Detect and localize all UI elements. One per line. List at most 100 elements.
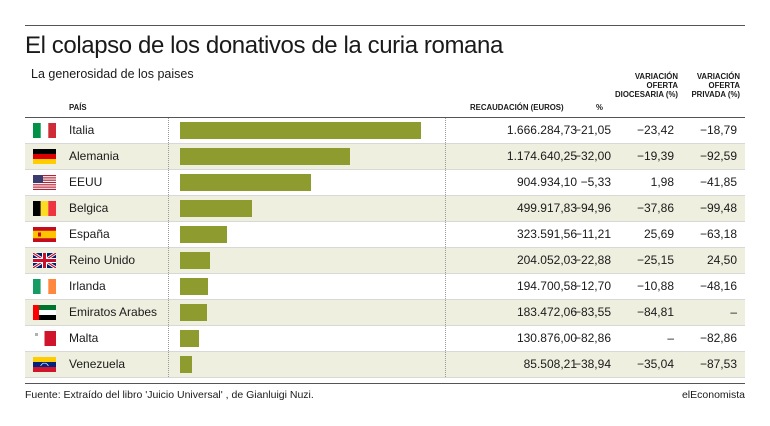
diocesan-variation-value: 25,69 <box>643 227 674 241</box>
revenue-value: 130.876,00 <box>516 331 577 345</box>
diocesan-variation-value: 1,98 <box>650 175 674 189</box>
country-name: Irlanda <box>69 279 106 293</box>
brand-logo-text: elEconomista <box>681 389 745 401</box>
column-divider <box>168 352 169 377</box>
venezuela-flag-icon <box>33 357 56 372</box>
header-private-variation: VARIACIÓN OFERTA PRIVADA (%) <box>691 72 740 99</box>
country-name: España <box>69 227 110 241</box>
revenue-value: 323.591,56 <box>516 227 577 241</box>
bar-alemania <box>180 148 350 165</box>
diocesan-variation-value: −19,39 <box>636 149 674 163</box>
country-name: Malta <box>69 331 99 345</box>
column-divider <box>445 118 446 143</box>
private-variation-value: – <box>730 305 737 319</box>
table-row: Italia 1.666.284,73 −21,05 −23,42 −18,79 <box>25 118 745 144</box>
bar-españa <box>180 226 227 243</box>
chart-subtitle: La generosidad de los paises <box>31 67 194 81</box>
uae-flag-icon <box>33 305 56 320</box>
header-diocesan-variation: VARIACIÓN OFERTA DIOCESARIA (%) <box>615 72 678 99</box>
revenue-value: 904.934,10 <box>516 175 577 189</box>
pct-change-value: −12,70 <box>573 279 611 293</box>
table-row: Malta 130.876,00 −82,86– −82,86 <box>25 326 745 352</box>
column-divider <box>168 274 169 299</box>
revenue-value: 85.508,21 <box>523 357 577 371</box>
table-row: Alemania 1.174.640,25 −32,00 −19,39 −92,59 <box>25 144 745 170</box>
table-row: Irlanda 194.700,58 −12,70 −10,88 −48,16 <box>25 274 745 300</box>
column-divider <box>445 326 446 351</box>
source-note: Fuente: Extraído del libro 'Juicio Unive… <box>25 389 314 401</box>
column-divider <box>445 222 446 247</box>
chart-title: El colapso de los donativos de la curia … <box>25 32 503 59</box>
revenue-value: 204.052,03 <box>516 253 577 267</box>
bar-emiratos-arabes <box>180 304 207 321</box>
table-row: Belgica 499.917,83 −94,96 −37,86 −99,48 <box>25 196 745 222</box>
footer-rule <box>25 383 745 384</box>
column-divider <box>445 300 446 325</box>
pct-change-value: −82,86 <box>573 331 611 345</box>
diocesan-variation-value: −23,42 <box>636 123 674 137</box>
pct-change-value: −5,33 <box>580 175 611 189</box>
column-divider <box>168 326 169 351</box>
column-divider <box>168 196 169 221</box>
table-row: Venezuela 85.508,21 −38,94 −35,04 −87,53 <box>25 352 745 378</box>
header-pct: % <box>596 103 603 112</box>
private-variation-value: −87,53 <box>699 357 737 371</box>
private-variation-value: −92,59 <box>699 149 737 163</box>
private-variation-value: −99,48 <box>699 201 737 215</box>
bar-irlanda <box>180 278 209 295</box>
private-variation-value: −48,16 <box>699 279 737 293</box>
country-name: Alemania <box>69 149 120 163</box>
country-name: Italia <box>69 123 95 137</box>
diocesan-variation-value: −35,04 <box>636 357 674 371</box>
table-row: España 323.591,56 −11,21 25,69 −63,18 <box>25 222 745 248</box>
column-divider <box>445 144 446 169</box>
header-rule <box>25 117 745 118</box>
uk-flag-icon <box>33 253 56 268</box>
diocesan-variation-value: −10,88 <box>636 279 674 293</box>
pct-change-value: −94,96 <box>573 201 611 215</box>
private-variation-value: −18,79 <box>699 123 737 137</box>
pct-change-value: −21,05 <box>573 123 611 137</box>
column-divider <box>168 170 169 195</box>
column-divider <box>168 222 169 247</box>
revenue-value: 1.666.284,73 <box>506 123 577 137</box>
diocesan-variation-value: – <box>667 331 674 345</box>
table-row: Emiratos Arabes 183.472,06 −83,55 −84,81 – <box>25 300 745 326</box>
italy-flag-icon <box>33 123 56 138</box>
header-country: PAÍS <box>69 103 87 112</box>
bar-belgica <box>180 200 253 217</box>
column-divider <box>168 300 169 325</box>
pct-change-value: −22,88 <box>573 253 611 267</box>
diocesan-variation-value: −84,81 <box>636 305 674 319</box>
germany-flag-icon <box>33 149 56 164</box>
column-divider <box>445 170 446 195</box>
diocesan-variation-value: −25,15 <box>636 253 674 267</box>
pct-change-value: −83,55 <box>573 305 611 319</box>
pct-change-value: −38,94 <box>573 357 611 371</box>
column-divider <box>445 352 446 377</box>
pct-change-value: −11,21 <box>574 227 611 241</box>
ireland-flag-icon <box>33 279 56 294</box>
column-divider <box>168 118 169 143</box>
bar-reino-unido <box>180 252 210 269</box>
column-divider <box>445 248 446 273</box>
country-name: Belgica <box>69 201 109 215</box>
revenue-value: 183.472,06 <box>516 305 577 319</box>
private-variation-value: −41,85 <box>699 175 737 189</box>
belgium-flag-icon <box>33 201 56 216</box>
spain-flag-icon <box>33 227 56 242</box>
column-divider <box>168 248 169 273</box>
bar-malta <box>180 330 199 347</box>
column-divider <box>445 196 446 221</box>
country-name: EEUU <box>69 175 103 189</box>
bar-venezuela <box>180 356 193 373</box>
private-variation-value: 24,50 <box>706 253 737 267</box>
bar-eeuu <box>180 174 311 191</box>
private-variation-value: −82,86 <box>699 331 737 345</box>
header-revenue: RECAUDACIÓN (EUROS) <box>470 103 564 112</box>
revenue-value: 194.700,58 <box>516 279 577 293</box>
table-row: Reino Unido 204.052,03 −22,88 −25,15 24,50 <box>25 248 745 274</box>
data-table: Italia 1.666.284,73 −21,05 −23,42 −18,79 Alem… <box>25 118 745 378</box>
malta-flag-icon <box>33 331 56 346</box>
pct-change-value: −32,00 <box>573 149 611 163</box>
